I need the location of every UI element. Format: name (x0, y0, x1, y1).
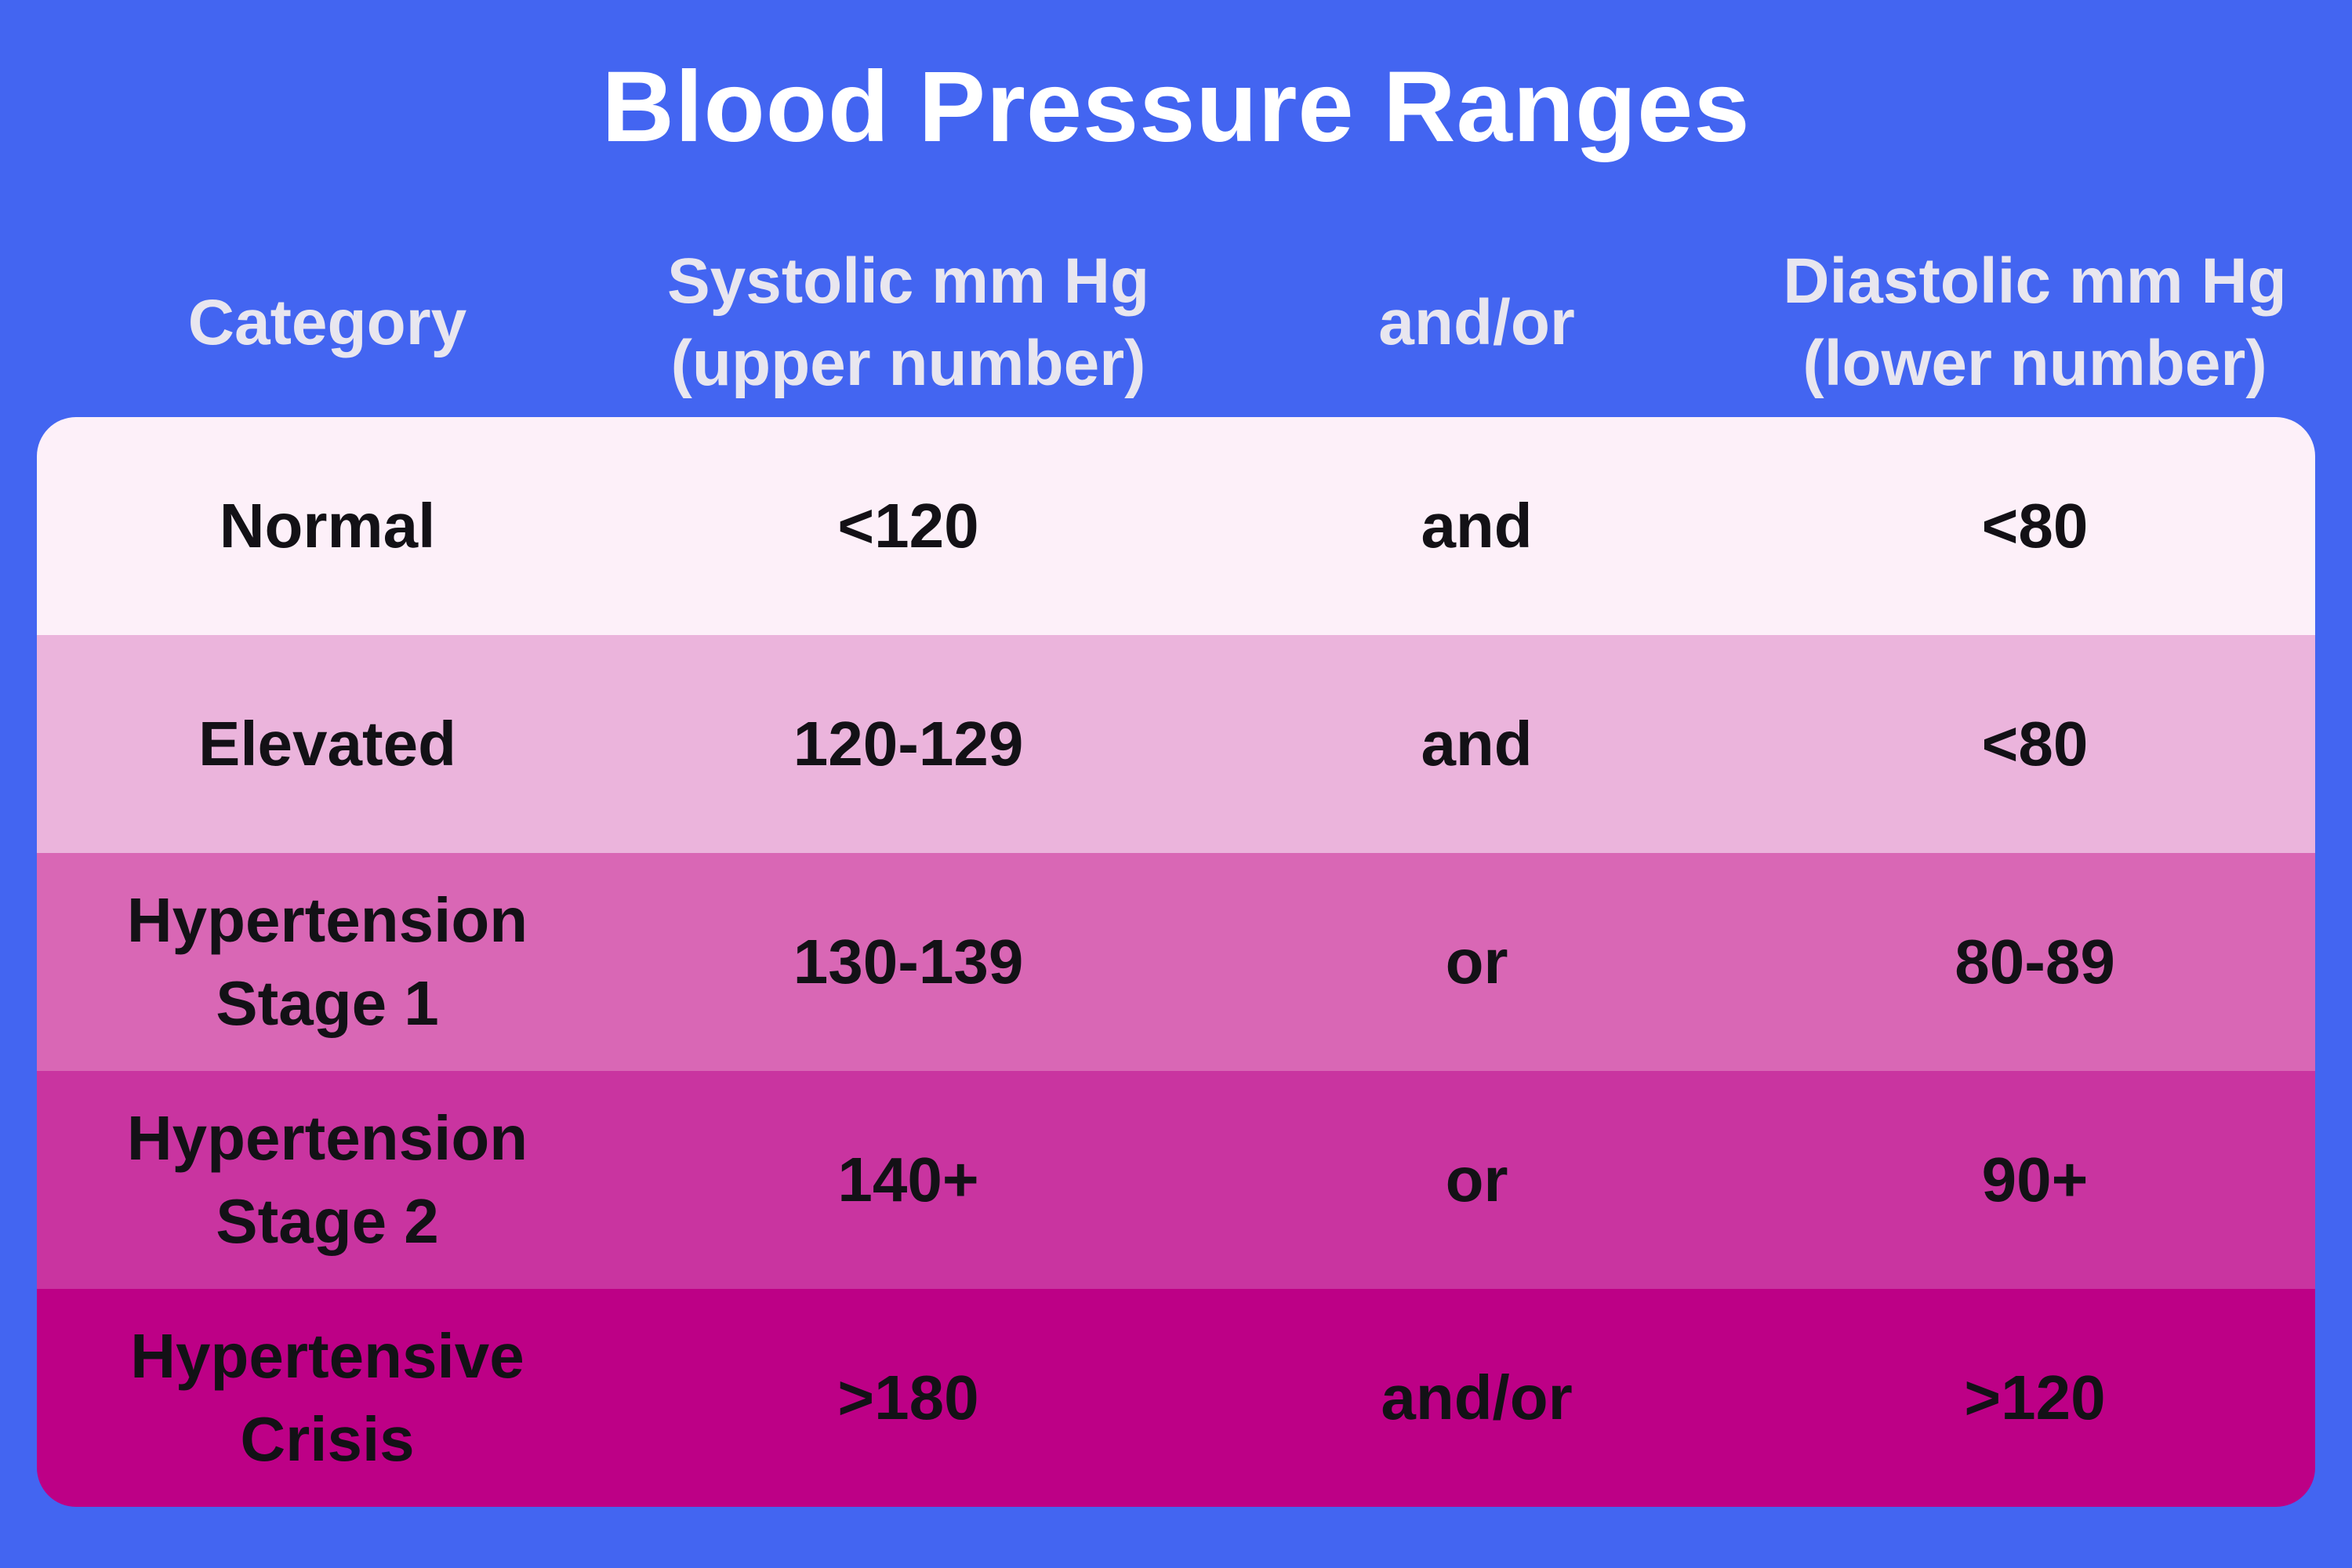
column-header-label: Diastolic mm Hg (1783, 245, 2287, 318)
table-row-elevated: Elevated 120-129 and <80 (37, 635, 2315, 853)
systolic-cell: 130-139 (793, 927, 1024, 997)
column-header-label: Category (187, 286, 467, 358)
diastolic-cell: 90+ (1981, 1145, 2089, 1215)
category-cell: Hypertension Stage 1 (126, 885, 528, 1038)
column-header-sublabel: (lower number) (1802, 328, 2267, 399)
category-cell: Hypertensive Crisis (130, 1321, 524, 1474)
systolic-cell: >180 (837, 1363, 979, 1433)
bp-table: Normal <120 and <80 Elevated 120-129 and… (37, 417, 2315, 1507)
column-header-label: and/or (1378, 286, 1575, 358)
systolic-cell: 120-129 (793, 709, 1024, 779)
connector-cell: and (1421, 491, 1533, 561)
systolic-cell: 140+ (837, 1145, 979, 1215)
column-header-sublabel: (upper number) (670, 328, 1146, 399)
column-header-category: Category (37, 282, 618, 365)
connector-cell: or (1445, 927, 1508, 997)
systolic-cell: <120 (837, 491, 979, 561)
diastolic-cell: >120 (1964, 1363, 2106, 1433)
category-cell: Normal (219, 491, 436, 561)
page-title: Blood Pressure Ranges (601, 51, 1751, 163)
column-header-label: Systolic mm Hg (666, 245, 1150, 318)
column-header-diastolic: Diastolic mm Hg (lower number) (1755, 241, 2315, 405)
connector-cell: and (1421, 709, 1533, 779)
column-header-systolic: Systolic mm Hg (upper number) (618, 241, 1199, 405)
diastolic-cell: <80 (1981, 709, 2089, 779)
table-row-normal: Normal <120 and <80 (37, 417, 2315, 635)
table-row-hypertensive-crisis: Hypertensive Crisis >180 and/or >120 (37, 1289, 2315, 1507)
diastolic-cell: <80 (1981, 491, 2089, 561)
category-cell: Hypertension Stage 2 (126, 1103, 528, 1256)
category-cell: Elevated (198, 709, 457, 779)
connector-cell: or (1445, 1145, 1508, 1215)
diastolic-cell: 80-89 (1955, 927, 2115, 997)
column-header-andor: and/or (1199, 282, 1755, 365)
table-header-row: Category Systolic mm Hg (upper number) a… (37, 229, 2315, 417)
table-row-hypertension-stage-2: Hypertension Stage 2 140+ or 90+ (37, 1071, 2315, 1289)
table-row-hypertension-stage-1: Hypertension Stage 1 130-139 or 80-89 (37, 853, 2315, 1071)
connector-cell: and/or (1381, 1363, 1573, 1433)
